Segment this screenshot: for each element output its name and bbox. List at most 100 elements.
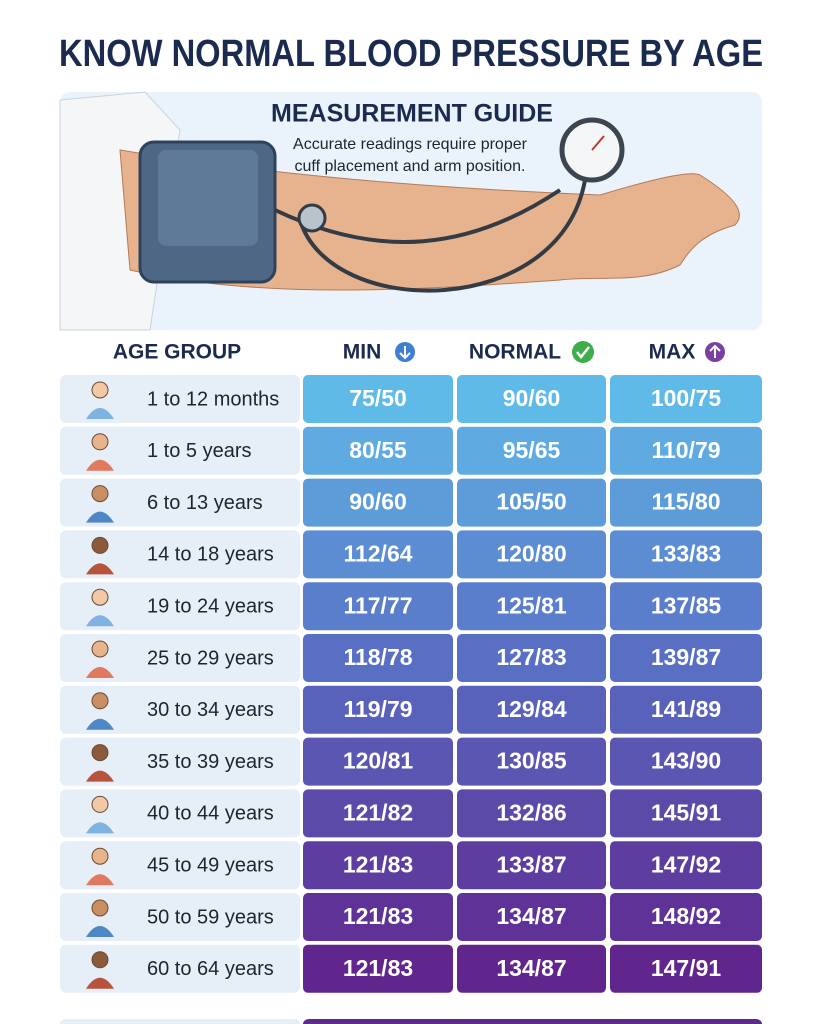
person-head (91, 899, 109, 917)
table-row: 6 to 13 years 90/60 105/50 115/80 (60, 478, 762, 527)
normal-value: 132/86 (496, 799, 566, 825)
age-label: 6 to 13 years (147, 492, 263, 514)
person-head (91, 588, 109, 606)
value-cell (610, 893, 762, 941)
value-cell (457, 685, 606, 734)
max-value: 137/85 (651, 592, 722, 618)
age-cell (60, 893, 300, 941)
table-row: 19 to 24 years 117/77 125/81 137/85 (60, 582, 762, 631)
value-cell (610, 582, 762, 631)
table-row: 30 to 34 years 119/79 129/84 141/89 (60, 685, 762, 734)
max-value: 139/87 (651, 644, 721, 670)
max-value: 133/83 (651, 540, 721, 566)
person-head (91, 795, 109, 813)
age-label: 45 to 49 years (147, 854, 274, 876)
person-head (91, 692, 109, 710)
value-cell (457, 375, 606, 423)
person-body (86, 926, 114, 937)
person-body (86, 408, 114, 419)
normal-value: 129/84 (496, 696, 567, 722)
min-value: 121/83 (343, 851, 413, 877)
value-cell (457, 478, 606, 527)
min-value: 119/79 (343, 696, 412, 722)
max-value: 110/79 (651, 437, 720, 463)
value-cell (610, 789, 762, 838)
age-cell (60, 685, 300, 734)
tube (298, 179, 587, 293)
max-value: 143/90 (651, 748, 721, 774)
person-head (91, 951, 109, 969)
value-cell (303, 582, 453, 631)
min-value: 121/83 (343, 955, 413, 981)
age-label: 25 to 29 years (147, 647, 274, 669)
age-cell (60, 582, 300, 631)
age-cell (60, 737, 300, 786)
person-body (86, 718, 114, 730)
age-cell (60, 634, 300, 682)
age-label: 50 to 59 years (147, 906, 274, 928)
table-row: 45 to 49 years 121/83 133/87 147/92 (60, 841, 762, 890)
row-fragment (303, 1019, 762, 1024)
table-row: 40 to 44 years 121/82 132/86 145/91 (60, 789, 762, 838)
value-cell (303, 789, 453, 838)
value-cell (457, 841, 606, 890)
column-header: MIN (343, 341, 382, 364)
person-body (86, 770, 114, 782)
max-value: 147/92 (651, 851, 721, 877)
table-row: 14 to 18 years 112/64 120/80 133/83 (60, 530, 762, 579)
value-cell (303, 685, 453, 734)
normal-value: 120/80 (496, 540, 566, 566)
max-value: 100/75 (651, 385, 722, 411)
guide-text: Accurate readings require proper (293, 136, 528, 153)
age-cell (60, 375, 300, 423)
value-cell (303, 893, 453, 941)
table-row: 50 to 59 years 121/83 134/87 148/92 (60, 893, 762, 941)
guide-title: MEASUREMENT GUIDE (271, 100, 553, 128)
value-cell (457, 944, 606, 993)
normal-value: 134/87 (496, 955, 566, 981)
normal-value: 105/50 (496, 489, 566, 515)
value-cell (457, 737, 606, 786)
age-cell (60, 530, 300, 579)
normal-check (576, 346, 590, 360)
column-header: AGE GROUP (113, 341, 241, 364)
value-cell (303, 375, 453, 423)
age-label: 1 to 5 years (147, 440, 252, 462)
person-body (86, 667, 114, 678)
value-cell (303, 841, 453, 890)
value-cell (303, 634, 453, 682)
table-row: 35 to 39 years 120/81 130/85 143/90 (60, 737, 762, 786)
person-head (91, 536, 109, 554)
person-body (86, 874, 114, 886)
normal-value: 95/65 (503, 437, 561, 463)
person-body (86, 977, 114, 989)
person-body (86, 822, 114, 834)
min-value: 121/83 (343, 903, 413, 929)
person-head (91, 744, 109, 762)
value-cell (610, 530, 762, 579)
table-row: 60 to 64 years 121/83 134/87 147/91 (60, 944, 762, 993)
table-row: 1 to 12 months 75/50 90/60 100/75 (60, 375, 762, 423)
value-cell (303, 737, 453, 786)
normal-value: 90/60 (503, 385, 561, 411)
max-arrow (709, 344, 721, 358)
value-cell (457, 426, 606, 475)
min-value: 112/64 (343, 540, 412, 566)
person-head (91, 640, 109, 658)
min-value: 90/60 (349, 489, 407, 515)
column-header: MAX (649, 341, 696, 364)
value-cell (457, 530, 606, 579)
person-head (91, 381, 109, 399)
age-cell (60, 944, 300, 993)
value-cell (610, 841, 762, 890)
person-body (86, 563, 114, 575)
age-label: 30 to 34 years (147, 699, 274, 721)
age-cell (60, 478, 300, 527)
table-row: 25 to 29 years 118/78 127/83 139/87 (60, 634, 762, 682)
age-cell (60, 789, 300, 838)
guide-text: cuff placement and arm position. (295, 158, 526, 175)
column-header: NORMAL (469, 341, 561, 364)
gauge-needle (591, 135, 605, 151)
person-body (86, 459, 114, 471)
